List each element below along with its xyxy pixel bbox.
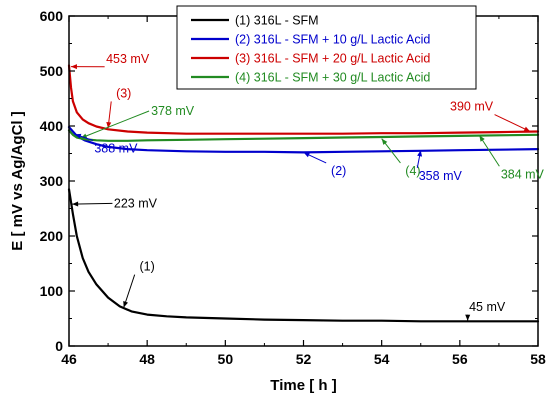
annotation-label: 453 mV <box>106 52 150 66</box>
annotation-arrow-head <box>70 64 77 70</box>
annotation-label: (4) <box>405 164 420 178</box>
annotation-arrow-head <box>123 301 128 308</box>
annotation-arrow-head <box>74 133 82 139</box>
axis-ticks: 46 48 50 52 54 56 58 0 100 200 300 400 500 600 <box>40 8 546 367</box>
x-tick-label: 52 <box>296 351 312 367</box>
annotation-label: (3) <box>116 86 131 100</box>
series-line-1 <box>67 188 540 323</box>
annotation-label: (2) <box>331 164 346 178</box>
annotations: 453 mV (3) 378 mV 388 mV 223 mV (1) (2) (4) 390 … <box>70 52 545 321</box>
annotation-arrow-line <box>494 114 531 132</box>
annotation-arrow-head <box>303 152 310 158</box>
legend: (1) 316L - SFM (2) 316L - SFM + 10 g/L La… <box>176 5 477 90</box>
annotation-arrow-head <box>465 314 471 321</box>
annotation-label: (1) <box>140 260 155 274</box>
x-tick-label: 58 <box>530 351 546 367</box>
annotation-label: 45 mV <box>469 300 506 314</box>
series-line-3 <box>67 64 540 135</box>
annotation-arrow-line <box>72 202 113 205</box>
x-tick-label: 54 <box>374 351 390 367</box>
annotation-arrow-head <box>523 126 531 132</box>
annotation-arrow-head <box>479 135 485 142</box>
legend-label-2: (2) 316L - SFM + 10 g/L Lactic Acid <box>235 33 430 47</box>
x-tick-label: 46 <box>61 351 77 367</box>
legend-label-4: (4) 316L - SFM + 30 g/L Lactic Acid <box>235 71 430 85</box>
y-tick-label: 500 <box>40 63 64 79</box>
annotation-label: 223 mV <box>114 196 158 210</box>
y-tick-label: 200 <box>40 228 64 244</box>
annotation-arrow-line <box>80 110 150 139</box>
x-tick-label: 50 <box>218 351 234 367</box>
y-axis-title: E [ mV vs Ag/AgCl ] <box>9 111 26 250</box>
annotation-label: 390 mV <box>450 100 494 114</box>
legend-label-1: (1) 316L - SFM <box>235 14 319 28</box>
y-tick-label: 400 <box>40 118 64 134</box>
y-tick-label: 600 <box>40 8 64 24</box>
y-tick-label: 0 <box>55 338 63 354</box>
x-tick-label: 56 <box>452 351 468 367</box>
annotation-arrow-head <box>72 201 79 207</box>
x-tick-label: 48 <box>139 351 155 367</box>
annotation-arrow-head <box>106 121 112 129</box>
annotation-arrow-line <box>478 135 500 167</box>
legend-label-3: (3) 316L - SFM + 20 g/L Lactic Acid <box>235 52 430 66</box>
y-tick-label: 100 <box>40 283 64 299</box>
annotation-arrow-head <box>381 138 388 145</box>
y-tick-label: 300 <box>40 173 64 189</box>
plot-layer <box>67 64 540 323</box>
annotation-arrow-head <box>417 150 423 157</box>
x-axis-title: Time [ h ] <box>270 377 336 394</box>
annotation-label: 358 mV <box>419 169 463 183</box>
annotation-label: 384 mV <box>501 167 545 181</box>
annotation-label: 378 mV <box>151 104 195 118</box>
annotation-label: 388 mV <box>94 141 138 155</box>
series-line-4 <box>67 129 540 142</box>
